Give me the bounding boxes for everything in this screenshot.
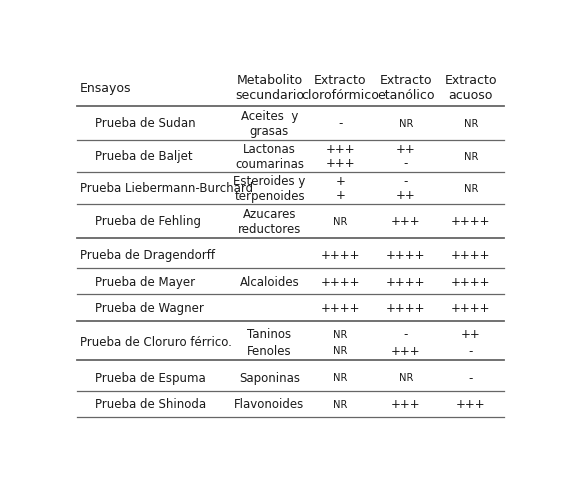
Text: ++++: ++++ [386,249,425,262]
Text: +++: +++ [456,397,485,410]
Text: NR: NR [399,118,413,128]
Text: Prueba de Fehling: Prueba de Fehling [95,215,201,228]
Text: +++: +++ [391,344,421,357]
Text: NR: NR [333,345,348,355]
Text: Lactonas
coumarinas: Lactonas coumarinas [235,142,304,170]
Text: Prueba Liebermann-Burchard: Prueba Liebermann-Burchard [79,182,253,195]
Text: Aceites  y
grasas: Aceites y grasas [241,109,298,137]
Text: ++: ++ [461,328,481,341]
Text: Prueba de Sudan: Prueba de Sudan [95,117,196,130]
Text: NR: NR [464,151,478,161]
Text: ++: ++ [396,143,416,156]
Text: +: + [335,189,345,202]
Text: +++: +++ [325,157,355,170]
Text: Metabolito
secundario: Metabolito secundario [235,74,304,102]
Text: NR: NR [333,216,348,226]
Text: Esteroides y
terpenoides: Esteroides y terpenoides [233,174,306,202]
Text: Prueba de Dragendorff: Prueba de Dragendorff [79,249,215,262]
Text: NR: NR [399,373,413,383]
Text: -: - [468,371,473,384]
Text: +++: +++ [391,215,421,228]
Text: Saponinas: Saponinas [239,371,300,384]
Text: Flavonoides: Flavonoides [234,397,304,410]
Text: ++++: ++++ [451,215,490,228]
Text: NR: NR [333,373,348,383]
Text: Ensayos: Ensayos [79,82,131,95]
Text: NR: NR [464,183,478,193]
Text: Alcaloides: Alcaloides [240,275,299,288]
Text: Prueba de Espuma: Prueba de Espuma [95,371,206,384]
Text: -: - [404,328,408,341]
Text: ++++: ++++ [451,275,490,288]
Text: ++++: ++++ [386,301,425,314]
Text: Extracto
etanólico: Extracto etanólico [377,74,434,102]
Text: Prueba de Wagner: Prueba de Wagner [95,301,204,314]
Text: ++++: ++++ [451,249,490,262]
Text: Fenoles: Fenoles [247,344,292,357]
Text: -: - [338,117,342,130]
Text: ++++: ++++ [320,275,360,288]
Text: -: - [404,157,408,170]
Text: -: - [468,344,473,357]
Text: ++++: ++++ [386,275,425,288]
Text: NR: NR [464,118,478,128]
Text: Azucares
reductores: Azucares reductores [238,207,301,235]
Text: Prueba de Baljet: Prueba de Baljet [95,150,193,163]
Text: -: - [404,175,408,188]
Text: ++: ++ [396,189,416,202]
Text: Prueba de Mayer: Prueba de Mayer [95,275,195,288]
Text: Extracto
acuoso: Extracto acuoso [445,74,497,102]
Text: NR: NR [333,399,348,409]
Text: +++: +++ [391,397,421,410]
Text: Extracto
clorofórmico: Extracto clorofórmico [301,74,379,102]
Text: NR: NR [333,329,348,339]
Text: Taninos: Taninos [247,328,291,341]
Text: ++++: ++++ [320,301,360,314]
Text: ++++: ++++ [320,249,360,262]
Text: ++++: ++++ [451,301,490,314]
Text: +++: +++ [325,143,355,156]
Text: +: + [335,175,345,188]
Text: Prueba de Cloruro férrico.: Prueba de Cloruro férrico. [79,336,231,349]
Text: Prueba de Shinoda: Prueba de Shinoda [95,397,206,410]
